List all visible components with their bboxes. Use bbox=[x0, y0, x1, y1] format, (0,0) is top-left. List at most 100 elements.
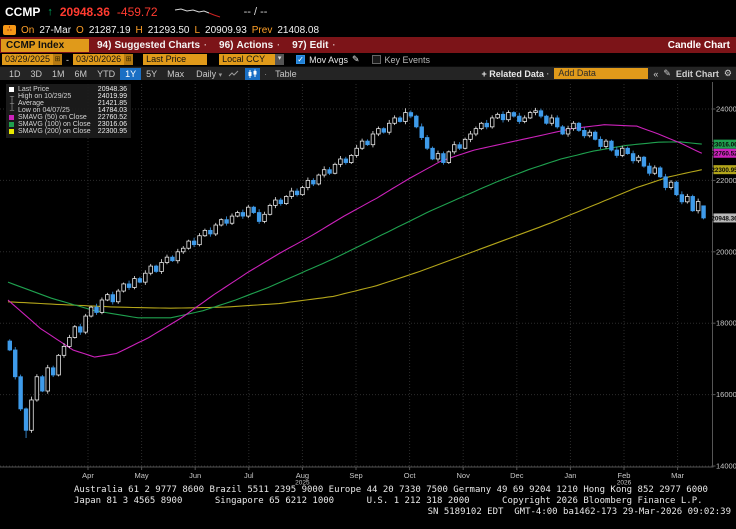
legend-row: Last Price 20948.36 bbox=[9, 86, 127, 93]
period-tab-3d[interactable]: 3D bbox=[30, 68, 43, 79]
legend-value: 14784.03 bbox=[97, 107, 127, 114]
legend-value: 21421.85 bbox=[97, 100, 127, 107]
high-marker-icon: ┬ bbox=[9, 93, 15, 100]
legend-row: SMAVG (100) on Close 23016.06 bbox=[9, 121, 127, 128]
svg-text:Dec: Dec bbox=[510, 471, 524, 480]
legend-row: ┬ High on 10/29/25 24019.99 bbox=[9, 93, 127, 100]
legend-label: Last Price bbox=[18, 86, 50, 93]
line-chart-type-button[interactable] bbox=[226, 68, 241, 80]
alert-icon[interactable]: ∴ bbox=[3, 25, 16, 35]
edit-chart-button[interactable]: Edit Chart bbox=[675, 68, 719, 79]
key-events-checkbox[interactable] bbox=[371, 55, 381, 64]
chart-toolbar: 1D 3D 1M 6M YTD 1Y 5Y Max Daily ▾ · Table + Rel… bbox=[0, 66, 736, 80]
open-label: O bbox=[76, 24, 84, 36]
price-change: -459.72 bbox=[116, 4, 158, 19]
legend-row: SMAVG (50) on Close 22760.52 bbox=[9, 114, 127, 121]
frequency-value: Daily bbox=[196, 68, 217, 79]
date-from-input[interactable]: 03/29/2025 bbox=[2, 54, 54, 65]
line-chart-icon bbox=[228, 70, 239, 77]
ticker-symbol: CCMP bbox=[5, 4, 41, 19]
quote-header: CCMP ↑ 20948.36 -459.72 -- / -- bbox=[0, 0, 736, 23]
svg-text:24000: 24000 bbox=[716, 105, 736, 114]
legend-value: 23016.06 bbox=[97, 121, 127, 128]
on-label: On bbox=[21, 24, 35, 36]
svg-text:2025: 2025 bbox=[295, 480, 310, 486]
terminal-footer: Australia 61 2 9777 8600 Brazil 5511 239… bbox=[0, 485, 736, 529]
mov-avgs-checkbox[interactable]: ✓ bbox=[296, 55, 306, 64]
period-tab-ytd[interactable]: YTD bbox=[97, 68, 116, 79]
menu-item-edit[interactable]: 97) Edit · bbox=[292, 39, 336, 51]
high-value: 21293.50 bbox=[147, 24, 190, 36]
add-data-input[interactable]: Add Data bbox=[554, 68, 649, 79]
footer-session-info: SN 5189102 EDT GMT-4:00 ba1462-173 29-Ma… bbox=[427, 507, 731, 517]
frequency-select[interactable]: Daily ▾ bbox=[196, 69, 222, 79]
related-data-label: + Related Data bbox=[481, 68, 544, 79]
period-tab-1m[interactable]: 1M bbox=[52, 68, 65, 79]
legend-row: ┼ Average 21421.85 bbox=[9, 100, 127, 107]
candle-chart-type-button[interactable] bbox=[245, 67, 261, 80]
legend-value: 20948.36 bbox=[97, 86, 127, 93]
key-events-label: Key Events bbox=[384, 54, 431, 65]
svg-text:Sep: Sep bbox=[349, 471, 362, 480]
svg-text:20000: 20000 bbox=[716, 247, 736, 256]
svg-text:18000: 18000 bbox=[716, 319, 736, 328]
svg-text:Aug: Aug bbox=[296, 471, 309, 480]
period-tab-1y[interactable]: 1Y bbox=[120, 67, 142, 80]
uptick-arrow-icon: ↑ bbox=[47, 5, 53, 18]
legend-row: ┴ Low on 04/07/25 14784.03 bbox=[9, 107, 127, 114]
svg-text:14000: 14000 bbox=[716, 462, 736, 471]
high-label: H bbox=[135, 24, 143, 36]
svg-text:20948.36: 20948.36 bbox=[711, 215, 736, 222]
svg-text:Oct: Oct bbox=[404, 471, 417, 480]
period-tab-max[interactable]: Max bbox=[167, 68, 185, 79]
collapse-panel-button[interactable]: « bbox=[653, 68, 659, 79]
legend-label: Average bbox=[18, 100, 44, 107]
ma50-swatch-icon bbox=[9, 115, 14, 120]
menu-bar: CCMP Index 94) Suggested Charts · 96) Action… bbox=[0, 37, 736, 53]
security-input[interactable]: CCMP Index bbox=[1, 38, 89, 52]
period-tab-6m[interactable]: 6M bbox=[74, 68, 88, 79]
table-button[interactable]: Table bbox=[275, 68, 297, 79]
prev-label: Prev bbox=[251, 24, 273, 36]
last-price: 20948.36 bbox=[59, 4, 110, 19]
low-value: 20909.93 bbox=[205, 24, 247, 36]
related-data-button[interactable]: + Related Data · bbox=[482, 69, 550, 79]
edit-chart-pencil-icon[interactable]: ✎ bbox=[663, 68, 671, 78]
gear-icon[interactable]: ⚙ bbox=[723, 68, 732, 78]
chart-type-title: Candle Chart bbox=[667, 39, 730, 51]
legend-label: SMAVG (100) on Close bbox=[18, 121, 91, 128]
chart-legend[interactable]: Last Price 20948.36 ┬ High on 10/29/25 24019… bbox=[6, 84, 131, 138]
low-label: L bbox=[194, 24, 201, 36]
chart-area[interactable]: Last Price 20948.36 ┬ High on 10/29/25 24019… bbox=[0, 80, 736, 487]
period-tab-5y[interactable]: 5Y bbox=[146, 68, 158, 79]
legend-value: 24019.99 bbox=[97, 93, 127, 100]
chart-type-menu-dot[interactable]: · bbox=[264, 68, 268, 79]
menu-item-actions[interactable]: 96) Actions · bbox=[219, 39, 281, 51]
chevron-down-icon[interactable]: ▾ bbox=[275, 54, 285, 65]
menu-item-suggested-charts[interactable]: 94) Suggested Charts · bbox=[97, 39, 208, 51]
bid-ask-quote: -- / -- bbox=[243, 5, 268, 18]
svg-text:Apr: Apr bbox=[82, 471, 94, 480]
field-select[interactable]: Last Price bbox=[143, 54, 208, 65]
svg-text:Jun: Jun bbox=[189, 471, 201, 480]
calendar-icon[interactable]: ⊞ bbox=[124, 54, 134, 65]
legend-value: 22300.95 bbox=[97, 128, 127, 135]
last-swatch-icon bbox=[9, 87, 14, 92]
ohlc-bar: ∴ On 27-Mar O 21287.19 H 21293.50 L 2090… bbox=[0, 23, 736, 37]
avg-marker-icon: ┼ bbox=[9, 100, 15, 107]
footer-phones-line2: Japan 81 3 4565 8900 Singapore 65 6212 1… bbox=[74, 496, 703, 506]
candle-chart-canvas[interactable]: 24000 22000 20000 18000 16000 14000 Apr May Jun J… bbox=[0, 80, 736, 487]
open-value: 21287.19 bbox=[88, 24, 131, 36]
date-to-input[interactable]: 03/30/2026 bbox=[73, 54, 125, 65]
period-tab-1d[interactable]: 1D bbox=[9, 68, 21, 79]
ma100-swatch-icon bbox=[9, 122, 14, 127]
chevron-down-icon: ▾ bbox=[218, 71, 223, 79]
edit-mov-avgs-icon[interactable]: ✎ bbox=[351, 54, 360, 64]
menu-items: 94) Suggested Charts · 96) Actions · 97) Edit · bbox=[91, 40, 342, 51]
calendar-icon[interactable]: ⊞ bbox=[53, 54, 63, 65]
legend-label: Low on 04/07/25 bbox=[18, 107, 70, 114]
ohlc-date: 27-Mar bbox=[39, 24, 72, 36]
currency-select[interactable]: Local CCY bbox=[219, 54, 276, 65]
svg-text:Feb: Feb bbox=[618, 471, 631, 480]
svg-text:16000: 16000 bbox=[716, 390, 736, 399]
